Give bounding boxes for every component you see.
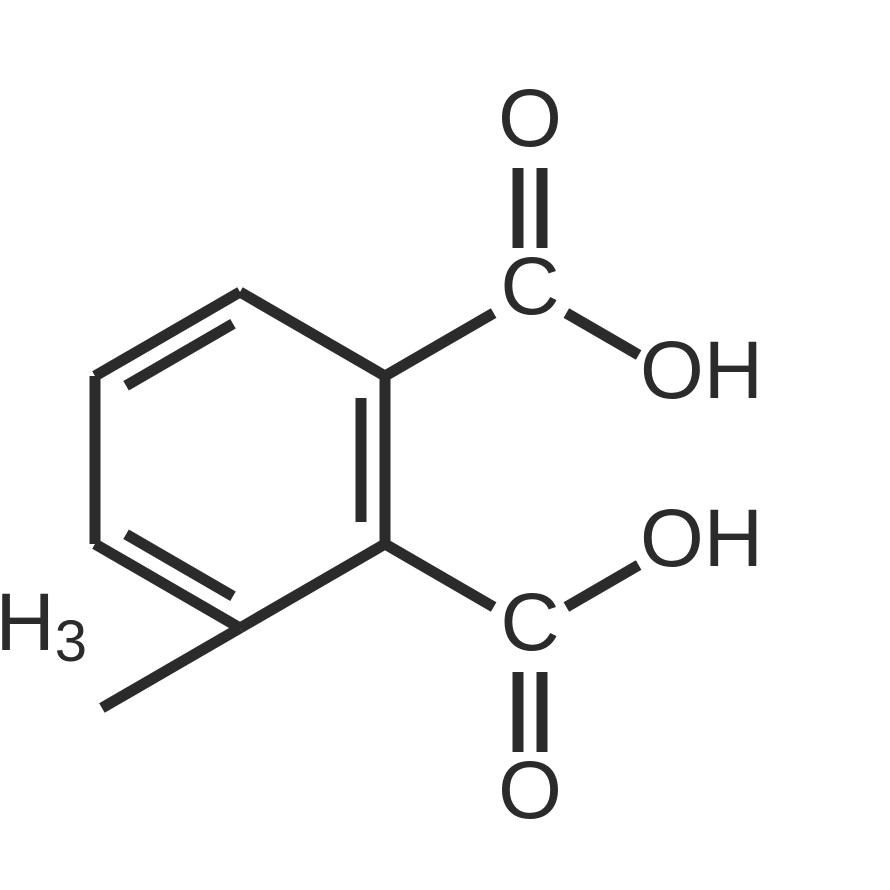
ch3-label: CH3 [0,577,87,675]
c_bot-label: C [500,577,559,668]
c_top-label: C [500,241,559,332]
oh_bot-label: OH [640,493,763,584]
oh_top-label: OH [640,325,763,416]
o_top-label: O [498,73,562,164]
o_bot-label: O [498,745,562,836]
chemical-structure: CH3OOCCOHOH [0,0,890,890]
